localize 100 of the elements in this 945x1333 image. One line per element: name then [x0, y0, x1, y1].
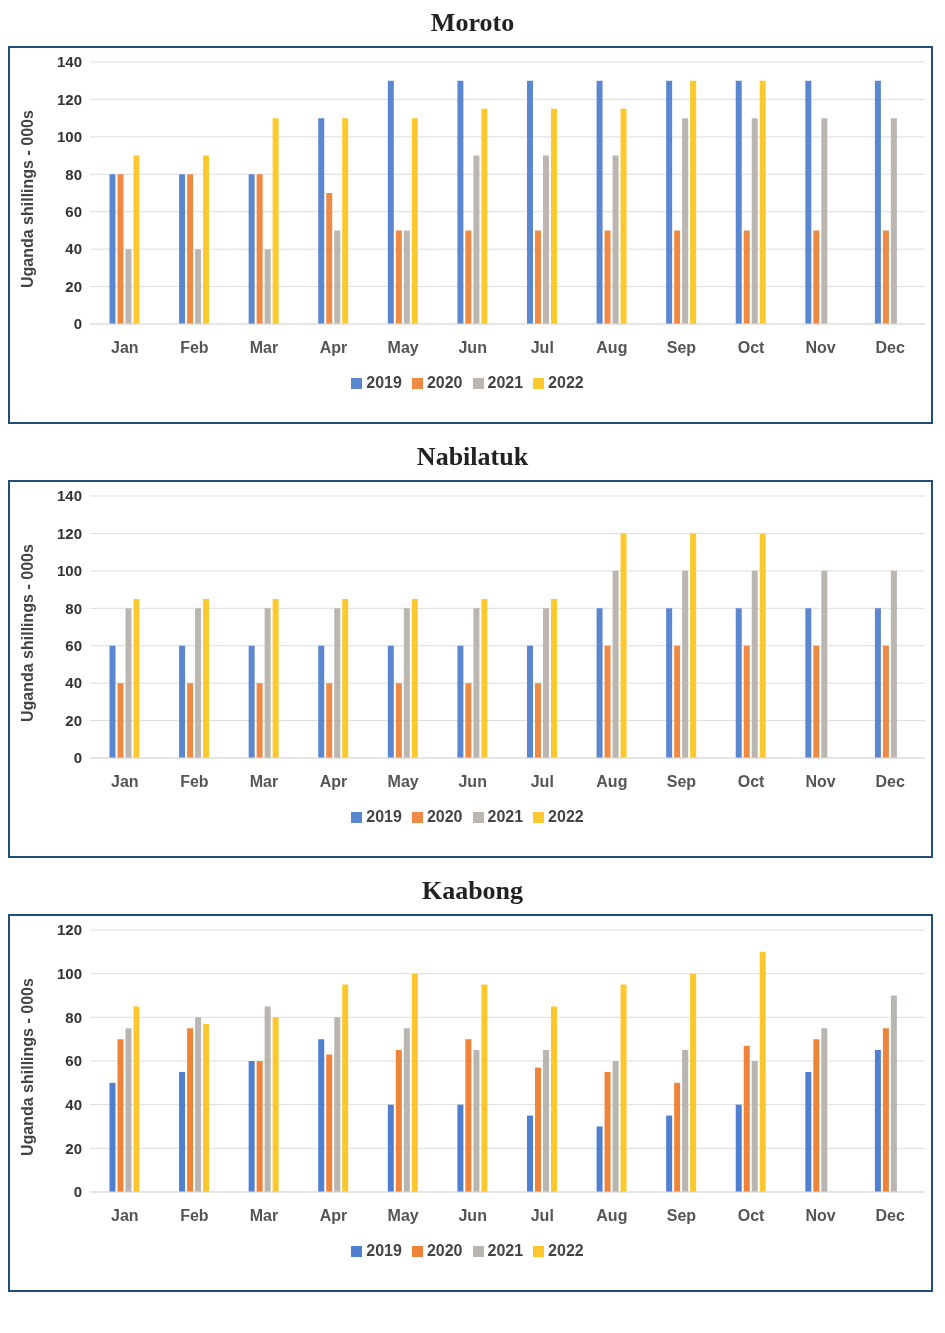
- bar: [759, 951, 766, 1192]
- bar: [612, 155, 619, 324]
- bar: [203, 1023, 210, 1192]
- bar: [109, 645, 116, 758]
- bar: [125, 1028, 132, 1192]
- bar: [387, 1104, 394, 1192]
- bar: [342, 118, 349, 324]
- bar: [395, 230, 402, 324]
- bar: [256, 174, 263, 324]
- x-tick-label: Jun: [458, 1207, 487, 1225]
- bar: [179, 1071, 186, 1192]
- legend-label: 2021: [487, 374, 524, 391]
- bar: [674, 1082, 681, 1192]
- x-tick-label: Feb: [180, 1207, 209, 1225]
- bar: [465, 1039, 472, 1192]
- bar: [743, 1045, 750, 1192]
- bar: [550, 598, 557, 758]
- bar: [759, 533, 766, 758]
- bar: [526, 645, 533, 758]
- y-tick-label: 20: [65, 1139, 82, 1157]
- bar: [318, 645, 325, 758]
- bar: [612, 1061, 619, 1192]
- bar: [481, 108, 488, 324]
- bar: [550, 1006, 557, 1192]
- x-tick-label: Apr: [319, 1207, 348, 1225]
- bar: [596, 1126, 603, 1192]
- legend-label: 2022: [548, 808, 584, 825]
- x-tick-label: Mar: [249, 1207, 279, 1225]
- bar: [805, 80, 812, 324]
- bar: [125, 249, 132, 324]
- x-tick-label: Oct: [737, 339, 766, 357]
- bar: [117, 1039, 124, 1192]
- bar: [682, 118, 689, 324]
- bar: [526, 1115, 533, 1192]
- bar: [813, 1039, 820, 1192]
- bar: [821, 1028, 828, 1192]
- legend-label: 2019: [366, 808, 402, 825]
- y-tick-label: 120: [56, 921, 82, 939]
- bar: [674, 230, 681, 324]
- y-tick-label: 40: [65, 674, 82, 692]
- legend-label: 2019: [366, 374, 402, 391]
- y-axis-title: Uganda shillings - 000s: [18, 544, 36, 722]
- bar: [318, 1039, 325, 1192]
- bar: [882, 1028, 889, 1192]
- bar: [203, 155, 210, 324]
- bar: [550, 108, 557, 324]
- bar: [751, 570, 758, 758]
- x-tick-label: Oct: [737, 773, 766, 791]
- y-tick-label: 40: [65, 1095, 82, 1113]
- bar: [890, 118, 897, 324]
- x-tick-label: Mar: [249, 339, 279, 357]
- bar: [457, 1104, 464, 1192]
- y-tick-label: 80: [65, 1008, 82, 1026]
- bar: [411, 973, 418, 1192]
- bar: [272, 1017, 279, 1192]
- bar: [195, 1017, 202, 1192]
- x-tick-label: Dec: [875, 1207, 905, 1225]
- bar: [326, 1054, 333, 1192]
- y-axis-title: Uganda shillings - 000s: [18, 110, 36, 288]
- bar: [882, 645, 889, 758]
- bar: [133, 1006, 140, 1192]
- x-tick-label: Sep: [666, 339, 697, 357]
- bar: [179, 174, 186, 324]
- bar: [117, 174, 124, 324]
- bar: [133, 598, 140, 758]
- bar: [534, 683, 541, 758]
- legend-label: 2021: [487, 1242, 524, 1259]
- y-tick-label: 60: [65, 1052, 82, 1070]
- x-tick-label: Mar: [249, 773, 279, 791]
- bar: [125, 608, 132, 758]
- bar: [620, 108, 627, 324]
- bar: [805, 1071, 812, 1192]
- bar: [604, 645, 611, 758]
- bar: [743, 645, 750, 758]
- x-tick-label: Feb: [180, 339, 209, 357]
- x-tick-label: Sep: [666, 773, 697, 791]
- y-tick-label: 20: [65, 711, 82, 729]
- y-tick-label: 140: [56, 487, 82, 505]
- chart-title: Kaabong: [420, 876, 525, 906]
- bar: [821, 118, 828, 324]
- x-tick-label: Dec: [875, 773, 905, 791]
- bar: [604, 1071, 611, 1192]
- y-axis-title: Uganda shillings - 000s: [18, 978, 36, 1156]
- bar: [179, 645, 186, 758]
- bar: [256, 1061, 263, 1192]
- bar: [882, 230, 889, 324]
- legend-label: 2022: [548, 374, 584, 391]
- bar: [187, 1028, 194, 1192]
- y-tick-label: 0: [73, 749, 82, 767]
- x-tick-label: Jan: [111, 773, 139, 791]
- bar: [620, 533, 627, 758]
- bar: [890, 570, 897, 758]
- y-tick-label: 80: [65, 599, 82, 617]
- bar: [890, 995, 897, 1192]
- bar: [264, 249, 271, 324]
- chart-title: Nabilatuk: [415, 442, 530, 472]
- bar: [342, 598, 349, 758]
- bar: [195, 608, 202, 758]
- bar: [334, 230, 341, 324]
- x-tick-label: May: [387, 339, 419, 357]
